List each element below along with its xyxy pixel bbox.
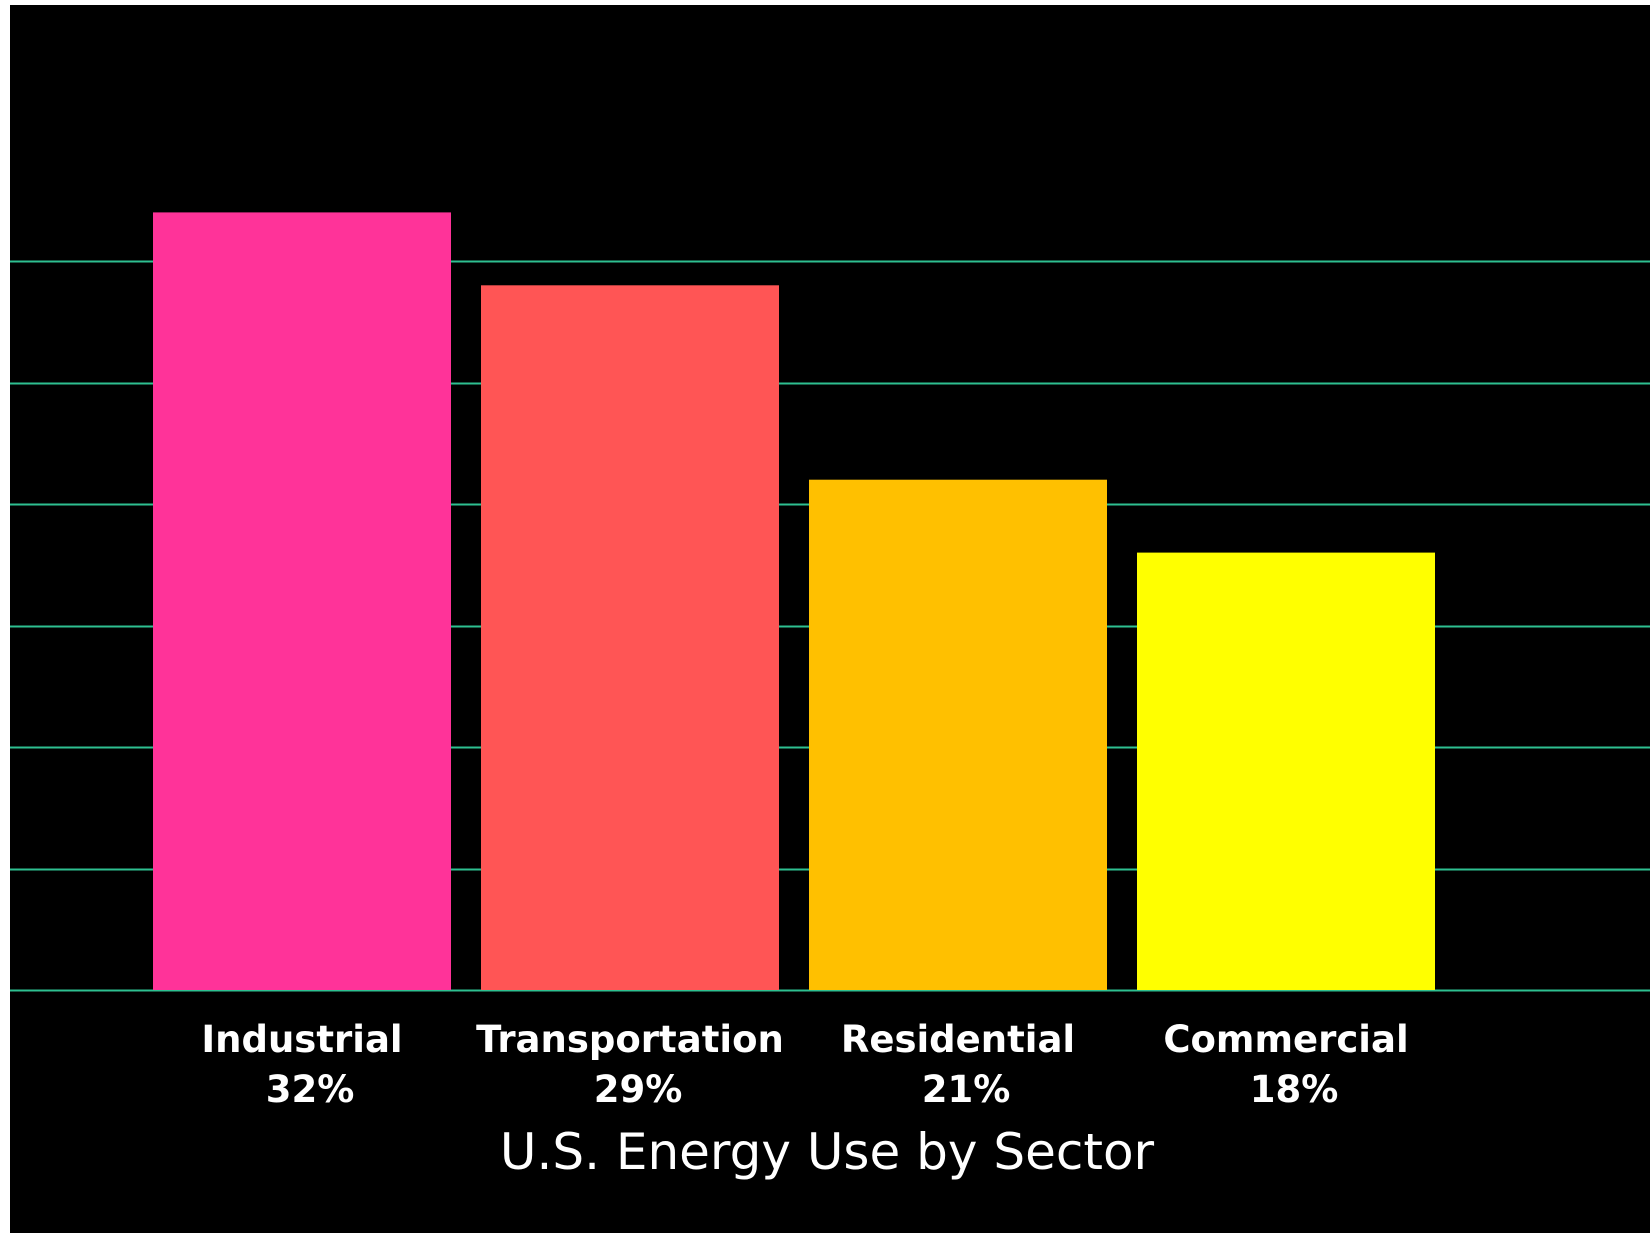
category-label-commercial: Commercial (1163, 1018, 1408, 1061)
category-labels: Industrial 32% Transportation 29% Residentia… (201, 1018, 1408, 1111)
chart-title: U.S. Energy Use by Sector (500, 1123, 1155, 1181)
category-label-industrial: Industrial (201, 1018, 402, 1061)
value-label-industrial: 32% (266, 1068, 355, 1111)
value-label-residential: 21% (922, 1068, 1011, 1111)
chart-canvas: Industrial 32% Transportation 29% Residentia… (10, 5, 1650, 1233)
category-label-residential: Residential (841, 1018, 1075, 1061)
category-label-transportation: Transportation (476, 1018, 784, 1061)
bars (153, 212, 1435, 990)
bar-commercial (1137, 552, 1435, 990)
value-label-commercial: 18% (1250, 1068, 1339, 1111)
bar-chart: Industrial 32% Transportation 29% Residentia… (10, 212, 1650, 1181)
value-label-transportation: 29% (594, 1068, 683, 1111)
bar-transportation (481, 285, 779, 990)
bar-industrial (153, 212, 451, 990)
bar-residential (809, 479, 1107, 990)
